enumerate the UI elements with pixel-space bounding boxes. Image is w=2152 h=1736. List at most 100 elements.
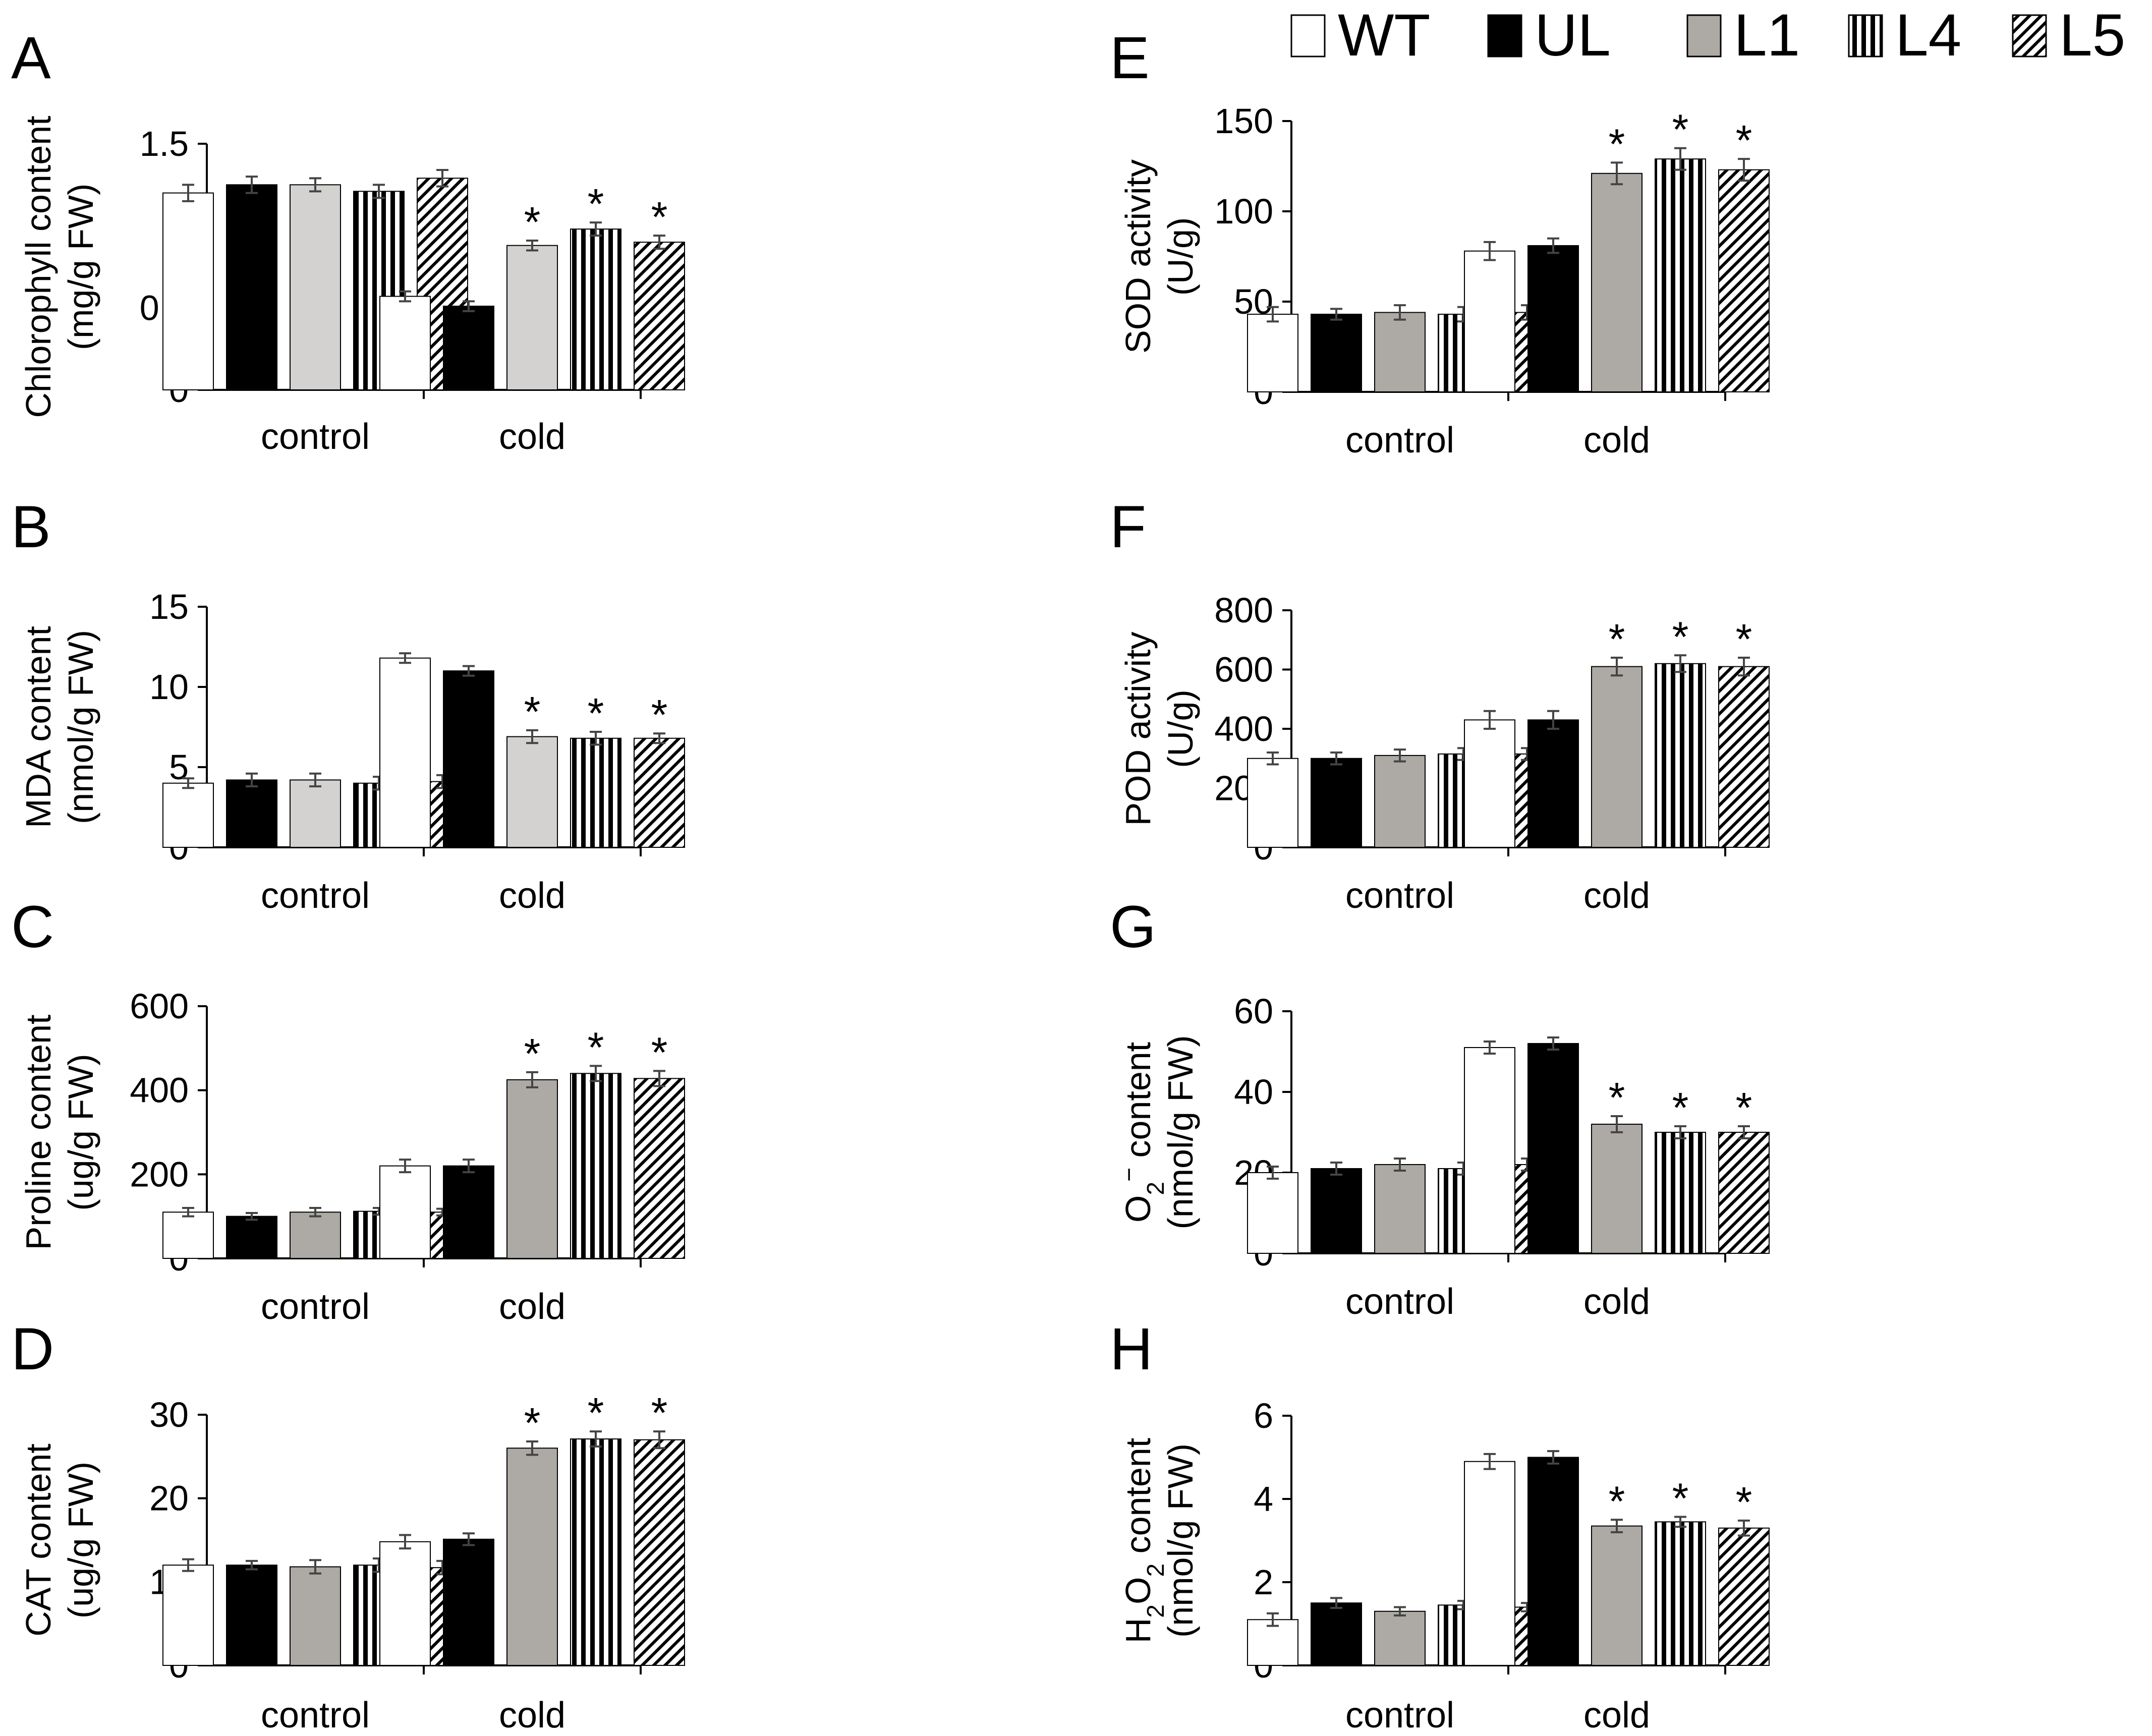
significance-star: * <box>1736 117 1752 164</box>
x-category-label: control <box>261 876 370 916</box>
legend-item-l5: L5 <box>2012 2 2125 69</box>
bar-cold-l1 <box>506 736 558 848</box>
y-axis-label: MDA content (nmol/g FW) <box>19 626 100 828</box>
x-category-label: control <box>261 1287 370 1327</box>
significance-star: * <box>588 1389 604 1436</box>
y-tick-label: 400 <box>1214 709 1273 748</box>
y-tick-label: 15 <box>149 587 189 626</box>
x-category-label: cold <box>499 1695 565 1735</box>
legend-label: L4 <box>1895 2 1961 69</box>
x-category-label: cold <box>499 876 565 916</box>
y-axis-label-part: 2 <box>1143 1182 1169 1195</box>
significance-star: * <box>651 1028 668 1076</box>
bar-cold-l1 <box>506 1079 558 1259</box>
legend-swatch <box>1686 14 1722 57</box>
y-axis-label-line1: H2O2 content <box>1118 1438 1169 1644</box>
legend-label: L5 <box>2059 2 2125 69</box>
bar-cold-l4 <box>570 228 621 390</box>
bar-cold-l4 <box>570 737 621 848</box>
bar-cold-l1 <box>506 1448 558 1666</box>
y-tick-label: 5 <box>169 747 189 787</box>
y-axis-label: Chlorophyll content (mg/g FW) <box>19 115 100 418</box>
y-axis-label: Proline content (ug/g FW) <box>19 1015 100 1250</box>
bar-cold-ul <box>1527 1457 1579 1666</box>
panel-letter: C <box>11 894 54 960</box>
y-axis-label-line2: (nmol/g FW) <box>61 630 100 824</box>
y-tick-label: 800 <box>1214 591 1273 630</box>
bar-cold-l4 <box>1655 158 1706 392</box>
y-axis-label-part: H <box>1118 1618 1158 1644</box>
panel-letter: F <box>1110 494 1146 560</box>
bar-control-wt <box>162 1565 214 1666</box>
bar-cold-wt <box>379 657 431 848</box>
significance-star: * <box>1672 1084 1689 1131</box>
bar-control-l1 <box>1374 312 1426 392</box>
y-tick-label: 600 <box>130 987 189 1026</box>
bar-control-wt <box>162 782 214 848</box>
x-category-label: cold <box>1583 876 1650 916</box>
significance-star: * <box>1736 1084 1752 1131</box>
legend-item-l4: L4 <box>1848 2 1961 69</box>
bar-cold-ul <box>443 670 494 848</box>
bar-cold-ul <box>1527 1043 1579 1254</box>
bar-cold-ul <box>443 1538 494 1666</box>
bar-cold-l1 <box>1591 1525 1643 1666</box>
x-category-label: cold <box>499 417 565 457</box>
y-axis-label-line2: (ug/g FW) <box>61 1462 100 1618</box>
y-axis-label-line2: (U/g) <box>1161 689 1200 768</box>
x-category-label: control <box>1345 420 1454 460</box>
panel-letter: H <box>1110 1316 1153 1382</box>
bar-control-ul <box>1311 1168 1362 1254</box>
significance-star: * <box>588 180 604 227</box>
y-axis-label-line1: SOD activity <box>1118 159 1158 354</box>
bar-cold-ul <box>443 1165 494 1259</box>
bar-control-l1 <box>1374 755 1426 848</box>
bar-cold-l1 <box>1591 1124 1643 1254</box>
y-tick-label: 30 <box>149 1395 189 1434</box>
y-axis-label: O2− content (nmol/g FW) <box>1116 1035 1201 1230</box>
bar-cold-l4 <box>570 1073 621 1259</box>
significance-star: * <box>651 193 668 241</box>
y-tick-label: 100 <box>1214 192 1273 231</box>
y-axis-label-line1: Proline content <box>19 1015 58 1250</box>
significance-star: * <box>588 1023 604 1071</box>
y-axis-label-line2: (ug/g FW) <box>61 1054 100 1210</box>
bar-cold-wt <box>1464 250 1515 392</box>
legend-item-l1: L1 <box>1686 2 1800 69</box>
y-axis-label-part: − <box>1116 1168 1143 1182</box>
significance-star: * <box>1672 613 1689 660</box>
bar-control-wt <box>1247 1172 1298 1254</box>
bar-control-wt <box>162 192 214 390</box>
significance-star: * <box>651 1389 668 1436</box>
bar-cold-l5 <box>1718 1132 1770 1254</box>
bar-control-ul <box>226 184 277 390</box>
y-axis-label-line1: CAT content <box>19 1443 58 1637</box>
significance-star: * <box>1609 1477 1625 1525</box>
bar-cold-l1 <box>506 245 558 390</box>
panel-g: GO2− content(nmol/g FW)0204060control***… <box>1110 894 1770 1322</box>
bar-cold-wt <box>379 1165 431 1259</box>
y-axis-label-line2: (U/g) <box>1161 217 1200 296</box>
y-tick-label: 600 <box>1214 650 1273 689</box>
bar-cold-l5 <box>634 242 685 390</box>
significance-star: * <box>1609 1074 1625 1121</box>
bar-cold-l5 <box>1718 169 1770 392</box>
y-axis-label-part: 2 <box>1143 1604 1169 1618</box>
bar-cold-l4 <box>1655 663 1706 848</box>
bar-cold-l4 <box>1655 1132 1706 1254</box>
significance-star: * <box>651 691 668 738</box>
panel-letter: B <box>11 494 51 560</box>
bar-cold-l1 <box>1591 172 1643 392</box>
y-axis-label: CAT content (ug/g FW) <box>19 1443 100 1637</box>
bar-control-wt <box>1247 314 1298 392</box>
significance-star: * <box>1609 120 1625 167</box>
significance-star: * <box>524 1030 541 1077</box>
bar-control-ul <box>226 779 277 848</box>
